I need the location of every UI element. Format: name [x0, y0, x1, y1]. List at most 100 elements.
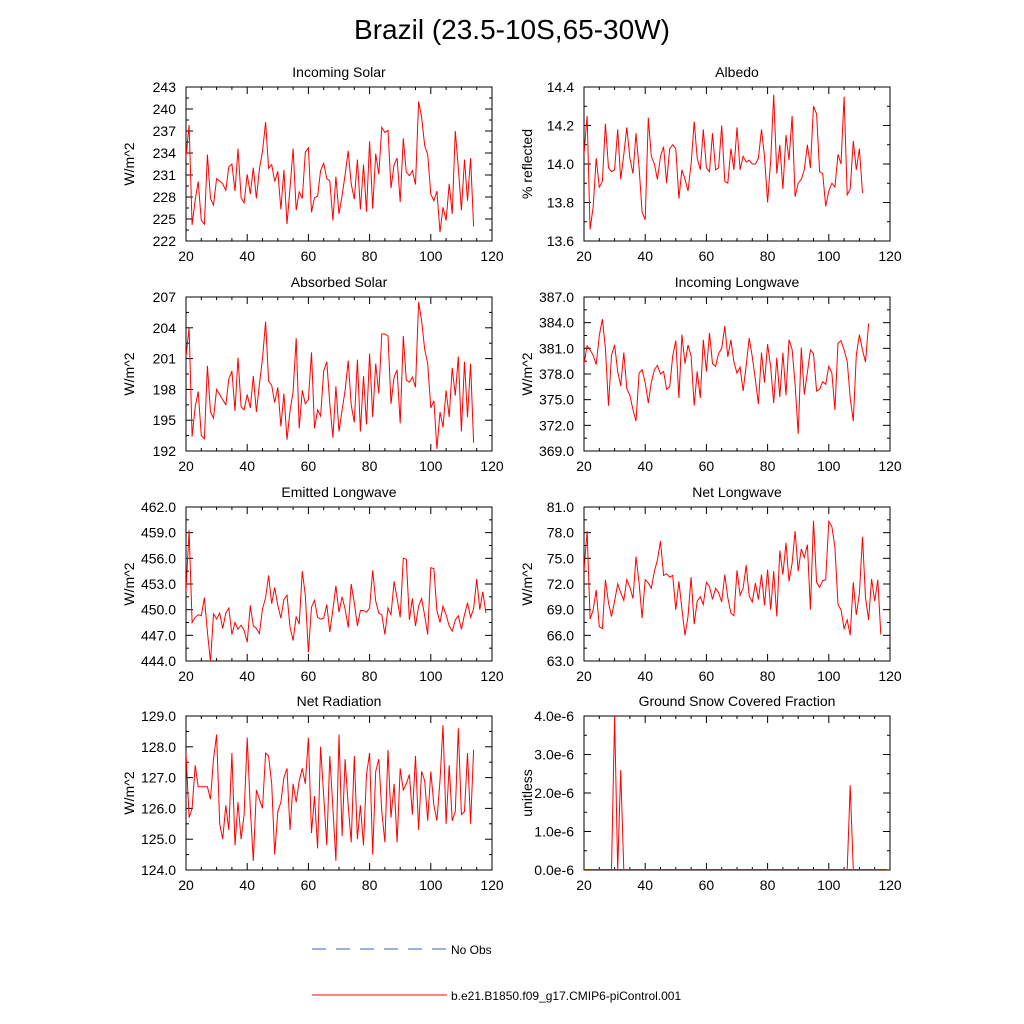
x-tick-label: 100: [817, 458, 841, 474]
y-tick-label: 14.4: [547, 79, 574, 95]
series-line: [186, 302, 475, 449]
legend-model-label: b.e21.B1850.f09_g17.CMIP6-piControl.001: [451, 989, 681, 1003]
y-tick-label: 125.0: [141, 831, 176, 847]
series-line: [584, 519, 882, 636]
chart-panel-4: Incoming Longwave W/m^2 20 40 60 80 100 120 369.…: [519, 274, 902, 474]
x-tick-label: 60: [699, 668, 715, 684]
x-tick-label: 80: [760, 668, 776, 684]
y-tick-label: 222: [153, 233, 177, 249]
y-axis-label: unitless: [519, 769, 535, 816]
chart-title: Incoming Longwave: [675, 274, 800, 290]
y-tick-label: 228: [153, 189, 177, 205]
x-tick-label: 20: [178, 877, 194, 893]
y-tick-label: 14.0: [547, 156, 574, 172]
x-tick-label: 40: [637, 248, 653, 264]
y-tick-label: 124.0: [141, 862, 176, 878]
x-tick-label: 100: [419, 458, 443, 474]
y-axis-label: W/m^2: [121, 352, 137, 395]
x-tick-label: 120: [878, 248, 902, 264]
y-axis-label: W/m^2: [519, 562, 535, 605]
series-line: [186, 101, 475, 233]
chart-title: Net Radiation: [297, 693, 382, 709]
chart-title: Emitted Longwave: [281, 484, 396, 500]
series-line: [186, 530, 487, 661]
chart-title: Net Longwave: [692, 484, 782, 500]
x-tick-label: 20: [178, 668, 194, 684]
x-tick-label: 100: [419, 877, 443, 893]
chart-title: Absorbed Solar: [291, 274, 388, 290]
plot-frame: [185, 506, 493, 662]
x-tick-label: 80: [362, 668, 378, 684]
figure-title: Brazil (23.5-10S,65-30W): [354, 14, 670, 45]
x-tick-label: 120: [878, 668, 902, 684]
x-tick-label: 100: [817, 248, 841, 264]
x-tick-label: 20: [576, 248, 592, 264]
y-tick-label: 453.0: [141, 576, 176, 592]
x-tick-label: 60: [301, 458, 317, 474]
x-tick-label: 120: [878, 877, 902, 893]
y-tick-label: 237: [153, 123, 177, 139]
x-tick-label: 40: [637, 458, 653, 474]
y-tick-label: 1.0e-6: [534, 824, 574, 840]
legend-obs-label: No Obs: [451, 943, 492, 957]
x-tick-label: 120: [480, 248, 504, 264]
y-tick-label: 72.0: [547, 576, 574, 592]
y-tick-label: 126.0: [141, 800, 176, 816]
y-tick-label: 78.0: [547, 525, 574, 541]
x-tick-label: 20: [178, 248, 194, 264]
y-tick-label: 447.0: [141, 627, 176, 643]
chart-panel-8: Ground Snow Covered Fraction unitless 20 40…: [519, 693, 902, 893]
chart-panel-2: Albedo % reflected 20 40 60 80 100 120 13.6 13.8 1…: [519, 64, 902, 264]
y-tick-label: 128.0: [141, 739, 176, 755]
series-line: [186, 725, 475, 861]
y-tick-label: 81.0: [547, 499, 574, 515]
x-tick-label: 40: [239, 877, 255, 893]
chart-panel-6: Net Longwave W/m^2 20 40 60 80 100 120 63.0 66.0 6…: [519, 484, 902, 684]
x-tick-label: 20: [576, 877, 592, 893]
y-tick-label: 234: [153, 145, 177, 161]
x-tick-label: 120: [480, 458, 504, 474]
y-tick-label: 207: [153, 289, 177, 305]
series-line: [584, 94, 863, 230]
y-tick-label: 381.0: [539, 340, 574, 356]
y-tick-label: 375.0: [539, 392, 574, 408]
y-tick-label: 225: [153, 211, 177, 227]
y-tick-label: 456.0: [141, 550, 176, 566]
chart-panel-5: Emitted Longwave W/m^2 20 40 60 80 100 120 444.0…: [121, 484, 504, 684]
x-tick-label: 40: [239, 668, 255, 684]
x-tick-label: 60: [301, 877, 317, 893]
x-tick-label: 40: [239, 248, 255, 264]
y-tick-label: 192: [153, 443, 177, 459]
x-tick-label: 80: [362, 248, 378, 264]
series-line: [611, 716, 854, 870]
x-tick-label: 120: [480, 877, 504, 893]
chart-panel-1: Incoming Solar W/m^2 20 40 60 80 100 120 222 225 2…: [121, 64, 504, 264]
y-axis-label: W/m^2: [121, 771, 137, 814]
y-tick-label: 378.0: [539, 366, 574, 382]
x-tick-label: 80: [760, 248, 776, 264]
y-axis-label: W/m^2: [519, 352, 535, 395]
y-tick-label: 69.0: [547, 602, 574, 618]
y-tick-label: 14.2: [547, 118, 574, 134]
x-tick-label: 60: [699, 248, 715, 264]
y-tick-label: 204: [153, 320, 177, 336]
y-axis-label: W/m^2: [121, 142, 137, 185]
y-tick-label: 243: [153, 79, 177, 95]
y-tick-label: 13.8: [547, 195, 574, 211]
y-tick-label: 127.0: [141, 770, 176, 786]
chart-title: Incoming Solar: [292, 64, 386, 80]
y-tick-label: 13.6: [547, 233, 574, 249]
y-tick-label: 384.0: [539, 315, 574, 331]
x-tick-label: 60: [301, 668, 317, 684]
x-tick-label: 100: [419, 248, 443, 264]
plot-frame: [583, 506, 891, 662]
y-tick-label: 66.0: [547, 627, 574, 643]
x-tick-label: 20: [178, 458, 194, 474]
y-tick-label: 75.0: [547, 550, 574, 566]
chart-panel-7: Net Radiation W/m^2 20 40 60 80 100 120 124.0 125…: [121, 693, 504, 893]
y-tick-label: 240: [153, 101, 177, 117]
x-tick-label: 60: [699, 458, 715, 474]
y-tick-label: 129.0: [141, 708, 176, 724]
x-tick-label: 20: [576, 668, 592, 684]
x-tick-label: 120: [480, 668, 504, 684]
